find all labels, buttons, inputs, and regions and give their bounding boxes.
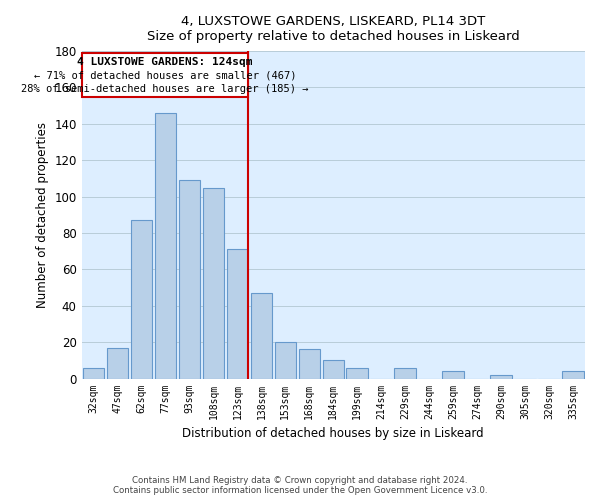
Bar: [155, 113, 176, 378]
Bar: [83, 368, 104, 378]
Bar: [299, 350, 320, 378]
Bar: [107, 348, 128, 378]
Bar: [394, 368, 416, 378]
Bar: [562, 372, 584, 378]
Text: Contains HM Land Registry data © Crown copyright and database right 2024.
Contai: Contains HM Land Registry data © Crown c…: [113, 476, 487, 495]
X-axis label: Distribution of detached houses by size in Liskeard: Distribution of detached houses by size …: [182, 427, 484, 440]
Bar: [131, 220, 152, 378]
Bar: [227, 250, 248, 378]
Bar: [179, 180, 200, 378]
Bar: [490, 375, 512, 378]
Text: 4 LUXSTOWE GARDENS: 124sqm: 4 LUXSTOWE GARDENS: 124sqm: [77, 56, 253, 66]
Y-axis label: Number of detached properties: Number of detached properties: [36, 122, 49, 308]
Bar: [275, 342, 296, 378]
Bar: [251, 293, 272, 378]
Title: 4, LUXSTOWE GARDENS, LISKEARD, PL14 3DT
Size of property relative to detached ho: 4, LUXSTOWE GARDENS, LISKEARD, PL14 3DT …: [147, 15, 520, 43]
Bar: [203, 188, 224, 378]
Text: ← 71% of detached houses are smaller (467): ← 71% of detached houses are smaller (46…: [34, 70, 296, 80]
Bar: [323, 360, 344, 378]
Bar: [346, 368, 368, 378]
Text: 28% of semi-detached houses are larger (185) →: 28% of semi-detached houses are larger (…: [22, 84, 309, 94]
Bar: [442, 372, 464, 378]
FancyBboxPatch shape: [82, 53, 248, 96]
